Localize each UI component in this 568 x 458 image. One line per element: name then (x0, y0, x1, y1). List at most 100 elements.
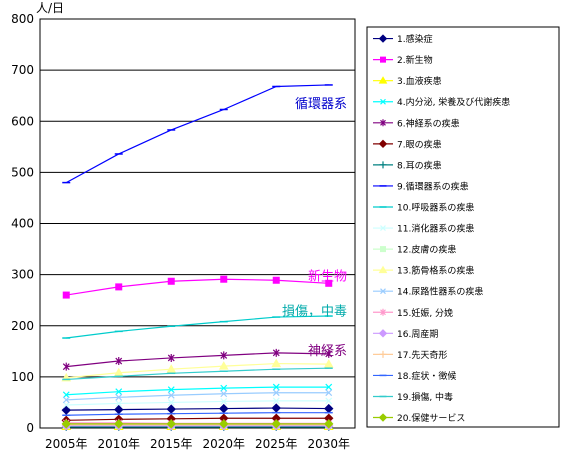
legend-item: 2.新生物 (373, 54, 433, 66)
series-12 (61, 358, 334, 382)
series-9 (62, 315, 333, 339)
data-point (167, 353, 175, 362)
legend-item: 10.呼吸器系の疾患 (373, 202, 474, 214)
legend-item: 19.損傷, 中毒 (373, 391, 453, 403)
legend-item: 11.消化器系の疾患 (373, 223, 474, 235)
series-line (66, 362, 329, 379)
legend-label: 14.尿路性器系の疾患 (397, 286, 483, 298)
data-point (220, 384, 228, 392)
data-point (62, 391, 70, 399)
data-point (325, 389, 333, 397)
series-19 (61, 419, 334, 429)
series-10 (62, 397, 333, 409)
data-point (115, 283, 123, 291)
data-point (380, 98, 386, 105)
data-point (115, 388, 123, 396)
y-tick-label: 300 (11, 268, 34, 282)
data-point (380, 56, 386, 63)
series-line (66, 315, 329, 339)
data-point (166, 364, 177, 373)
series-18 (62, 367, 333, 381)
series-line (66, 400, 329, 406)
data-point (325, 383, 333, 391)
legend-item: 14.尿路性器系の疾患 (373, 286, 483, 298)
x-tick-label: 2025年 (255, 437, 298, 451)
data-point (114, 419, 124, 429)
data-point (62, 362, 70, 371)
data-point (219, 419, 229, 429)
data-point (379, 161, 387, 169)
x-tick-label: 2005年 (45, 437, 88, 451)
y-tick-label: 700 (11, 63, 34, 77)
data-point (378, 329, 388, 338)
legend-item: 4.内分泌, 栄養及び代謝疾患 (373, 96, 510, 108)
y-tick-label: 200 (11, 319, 34, 333)
legend-label: 11.消化器系の疾患 (397, 223, 474, 235)
data-point (380, 246, 386, 253)
data-point (378, 76, 388, 84)
data-point (115, 357, 123, 366)
data-point (325, 349, 333, 358)
y-tick-label: 800 (11, 12, 34, 26)
data-point (61, 419, 71, 429)
series-annotation: 循環器系 (295, 97, 347, 112)
series-5 (62, 348, 333, 371)
data-point (272, 397, 280, 405)
data-point (378, 139, 388, 149)
data-point (61, 405, 71, 415)
y-tick-label: 500 (11, 165, 34, 179)
gridlines (40, 69, 355, 378)
legend-label: 10.呼吸器系の疾患 (397, 202, 474, 214)
data-point (115, 400, 123, 407)
x-tick-label: 2010年 (97, 437, 140, 451)
legend-label: 1.感染症 (397, 33, 433, 45)
data-point (220, 275, 228, 283)
legend-item: 20.保健サービス (373, 412, 465, 424)
data-point (272, 389, 280, 397)
y-axis-label: 人/日 (36, 1, 64, 15)
data-point (324, 419, 334, 429)
data-point (272, 276, 280, 284)
legend-label: 9.循環器系の疾患 (397, 180, 469, 192)
legend-label: 13.筋骨格系の疾患 (397, 265, 474, 277)
data-point (380, 288, 386, 295)
legend: 1.感染症 2.新生物 3.血液疾患 4.内分泌, 栄養及び代謝疾患 6.神経系の疾患 7… (366, 26, 560, 428)
legend-item: 6.神経系の疾患 (373, 117, 460, 129)
data-point (378, 413, 388, 422)
data-point (272, 383, 280, 391)
data-point (380, 225, 386, 231)
series-8 (62, 84, 333, 184)
series-annotation: 新生物 (308, 269, 347, 285)
data-point (62, 291, 70, 299)
legend-label: 20.保健サービス (397, 412, 465, 424)
legend-label: 17.先天奇形 (397, 349, 447, 361)
series-line (66, 386, 329, 396)
legend-item: 18.症状・徴候 (373, 370, 456, 382)
plot-area-border (39, 18, 356, 429)
series-annotation: 神経系 (308, 344, 347, 359)
series-line (65, 84, 329, 184)
series-lines (61, 84, 334, 431)
data-point (62, 401, 70, 409)
series-line (66, 417, 329, 421)
legend-item: 12.皮膚の疾患 (373, 244, 456, 256)
series-17 (62, 411, 333, 416)
data-point (167, 399, 175, 406)
data-point (115, 393, 123, 401)
x-tick-label: 2015年 (150, 437, 193, 451)
legend-item: 1.感染症 (373, 33, 433, 45)
y-axis-ticks: 0 100 200 300 400 500 600 700 800 (11, 12, 34, 435)
legend-label: 4.内分泌, 栄養及び代謝疾患 (397, 96, 510, 108)
legend-item: 13.筋骨格系の疾患 (373, 265, 474, 277)
data-point (380, 119, 386, 127)
series-2 (62, 275, 333, 299)
y-tick-label: 400 (11, 217, 34, 231)
legend-label: 8.耳の疾患 (397, 159, 442, 171)
y-tick-label: 600 (11, 114, 34, 128)
data-point (218, 361, 229, 370)
series-annotation: 損傷，中毒 (282, 304, 347, 319)
data-point (166, 419, 176, 429)
legend-item: 17.先天奇形 (373, 349, 447, 361)
series-line (66, 407, 329, 411)
